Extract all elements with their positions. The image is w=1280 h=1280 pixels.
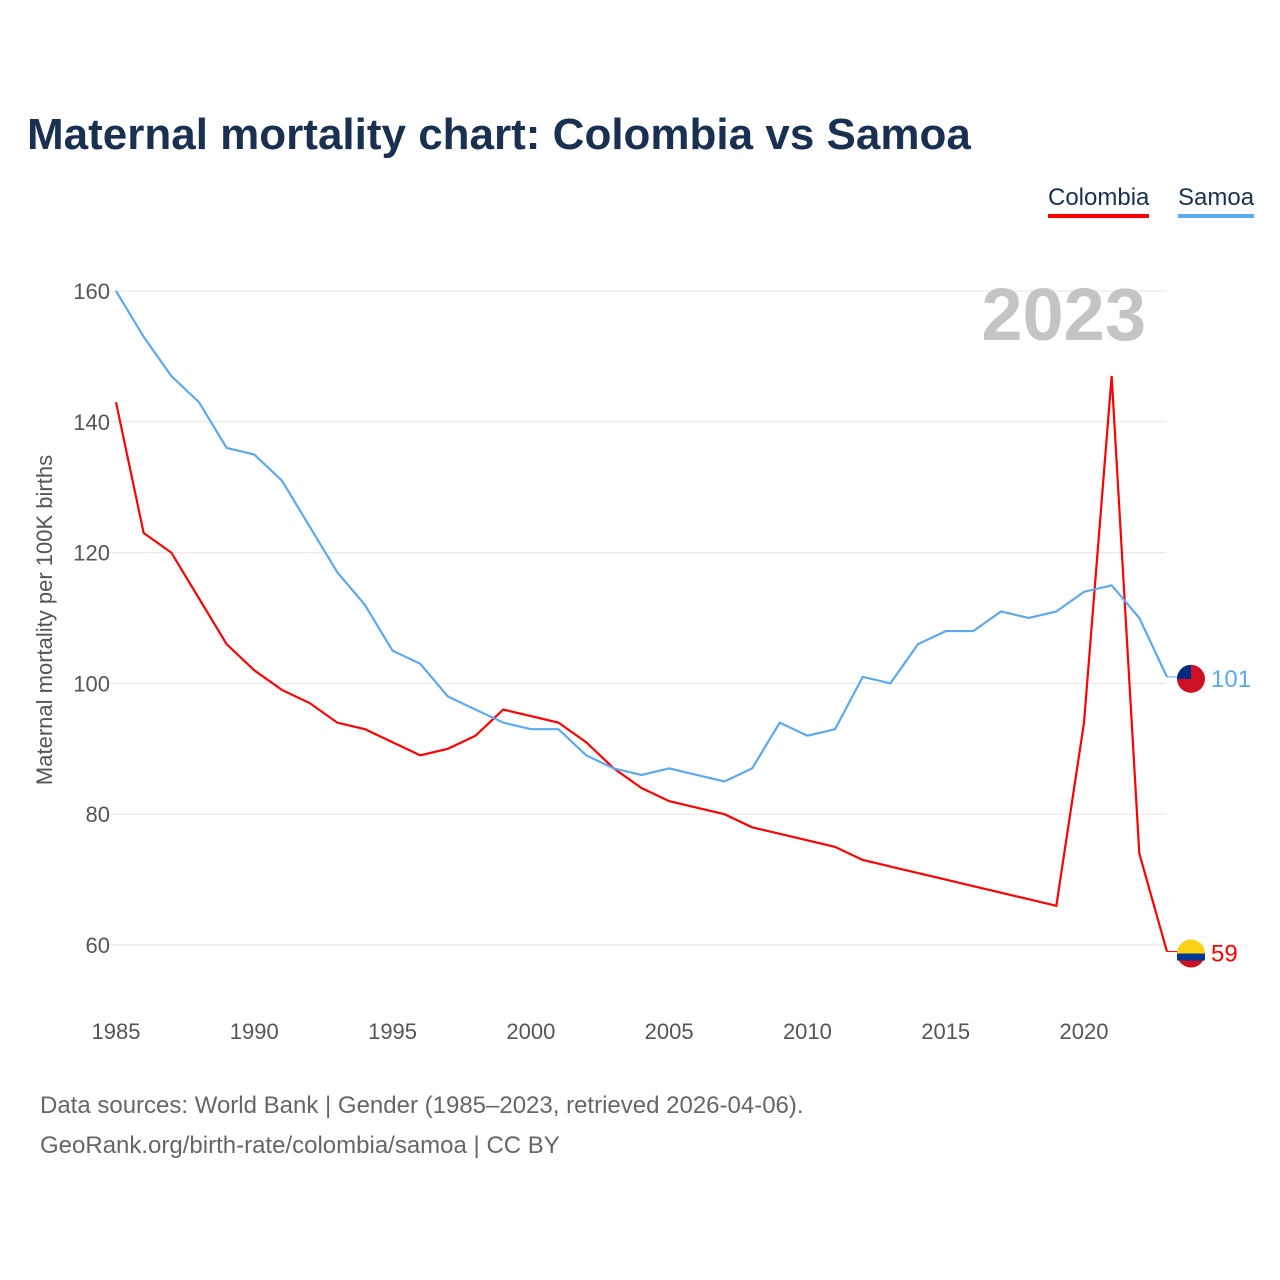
footer-sources: Data sources: World Bank | Gender (1985–… [40,1092,804,1119]
chart-title: Maternal mortality chart: Colombia vs Sa… [27,110,971,159]
end-value-label-colombia: 59 [1211,941,1238,968]
y-tick-label: 60 [86,933,110,958]
legend-item-colombia[interactable]: Colombia [1048,184,1150,218]
x-tick-label: 1985 [92,1019,141,1044]
year-watermark: 2023 [981,273,1146,356]
series-line-samoa [115,290,1168,783]
x-tick-label: 2020 [1060,1019,1109,1044]
series-line-colombia [114,375,1169,952]
y-tick-label: 140 [73,410,110,435]
x-tick-label: 2005 [645,1019,694,1044]
flag-stripe [1178,960,1204,968]
y-tick-label: 80 [86,802,110,827]
y-axis-label: Maternal mortality per 100K births [32,455,57,785]
end-value-label-samoa: 101 [1211,666,1251,693]
y-tick-label: 120 [73,541,110,566]
x-tick-label: 1995 [368,1019,417,1044]
x-tick-label: 1990 [230,1019,279,1044]
y-tick-label: 100 [73,671,110,696]
legend-item-samoa[interactable]: Samoa [1178,184,1255,218]
x-tick-label: 2015 [921,1019,970,1044]
footer: Data sources: World Bank | Gender (1985–… [40,1086,804,1166]
x-tick-label: 2000 [506,1019,555,1044]
y-tick-label: 160 [73,279,110,304]
footer-link[interactable]: GeoRank.org/birth-rate/colombia/samoa | … [40,1132,560,1159]
flag-canton [1177,664,1191,679]
x-tick-label: 2010 [783,1019,832,1044]
flag-stripe [1177,953,1205,961]
